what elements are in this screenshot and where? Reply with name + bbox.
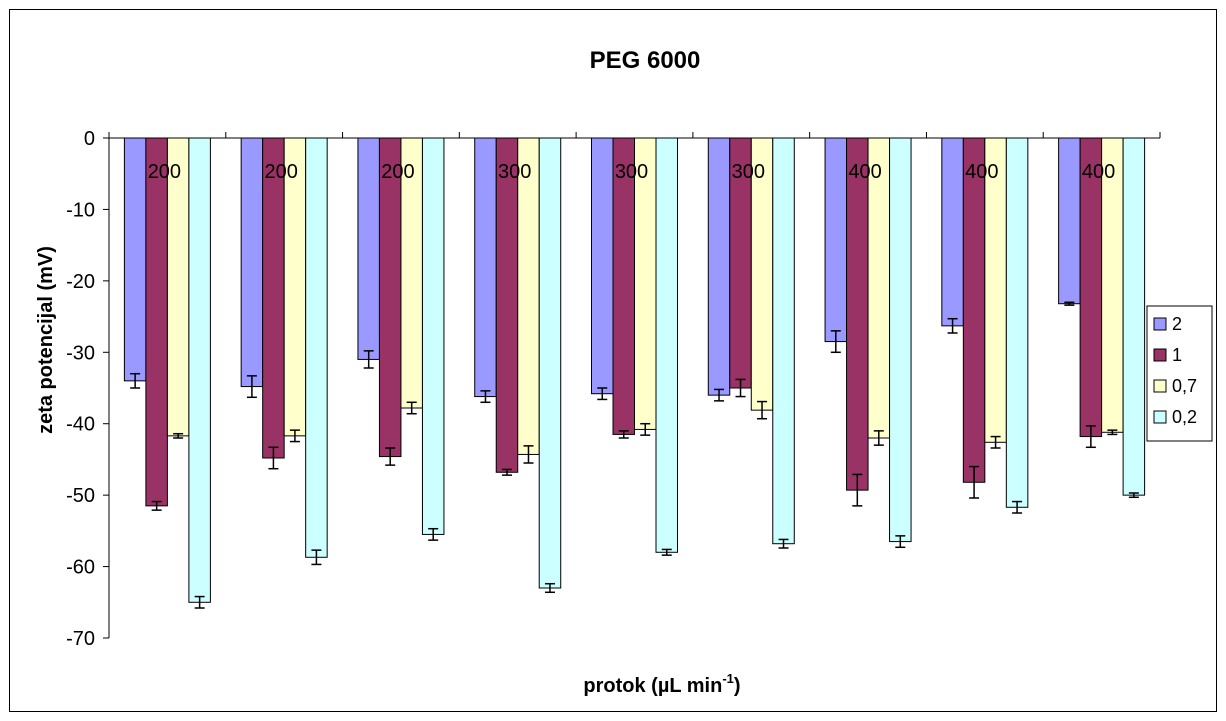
x-axis-title-main: protok (µL min <box>583 675 722 697</box>
y-axis-title: zeta potencijal (mV) <box>35 246 57 434</box>
bar <box>123 137 147 382</box>
x-tick-label: 400 <box>848 161 881 183</box>
bar <box>357 137 380 360</box>
bar <box>772 137 795 545</box>
x-tick-label: 300 <box>615 161 648 183</box>
y-tick-label: -40 <box>66 414 95 436</box>
bar <box>305 137 328 558</box>
y-tick-label: -30 <box>66 342 95 364</box>
x-tick-label: 200 <box>148 161 181 183</box>
bar <box>941 137 964 327</box>
y-tick-label: 0 <box>84 128 95 150</box>
legend-label: 0,7 <box>1172 376 1197 396</box>
bar <box>145 137 168 507</box>
bar <box>1058 137 1081 305</box>
bar <box>538 137 562 589</box>
bar <box>188 137 211 603</box>
bar <box>707 137 731 396</box>
legend-swatch <box>1153 348 1167 362</box>
bar <box>240 137 264 388</box>
x-axis-title-end: ) <box>734 675 741 697</box>
y-tick-label: -10 <box>66 199 95 221</box>
bar <box>846 137 869 491</box>
y-tick-label: -20 <box>66 271 95 293</box>
bar <box>1122 137 1146 496</box>
legend-swatch <box>1153 317 1167 331</box>
legend-label: 0,2 <box>1172 407 1197 427</box>
y-tick-label: -70 <box>66 628 95 650</box>
bar <box>474 137 497 398</box>
bar <box>591 137 614 395</box>
bar-chart: PEG 6000 0 -10 -20 -30 -40 -50 -60 -70 200 200 200… <box>35 47 1213 697</box>
x-axis-title-sup: -1 <box>722 671 734 686</box>
bar <box>495 137 519 473</box>
x-tick-label: 300 <box>732 161 765 183</box>
bar <box>517 137 540 455</box>
legend-label: 1 <box>1172 345 1182 365</box>
x-tick-label: 400 <box>965 161 998 183</box>
bar <box>867 137 891 439</box>
legend-swatch <box>1153 410 1167 424</box>
legend-label: 2 <box>1172 314 1182 334</box>
bar <box>421 137 445 535</box>
x-tick-label: 400 <box>1082 161 1115 183</box>
bar <box>889 137 912 543</box>
y-tick-label: -60 <box>66 557 95 579</box>
bar <box>824 137 848 343</box>
chart-title: PEG 6000 <box>590 47 701 74</box>
bar <box>984 137 1007 443</box>
y-tick-label: -50 <box>66 485 95 507</box>
legend-swatch <box>1153 379 1167 393</box>
plot-area: 0 -10 -20 -30 -40 -50 -60 -70 200 200 200 300 300 300… <box>66 128 1161 650</box>
legend: 2 1 0,7 0,2 <box>1146 305 1213 442</box>
bar <box>962 137 986 483</box>
bar <box>1005 137 1029 508</box>
chart-frame: PEG 6000 0 -10 -20 -30 -40 -50 -60 -70 200 200 200… <box>9 9 1217 712</box>
x-tick-label: 200 <box>264 161 297 183</box>
bar <box>655 137 678 553</box>
bar <box>378 137 402 458</box>
bar <box>262 137 285 459</box>
x-tick-label: 300 <box>498 161 531 183</box>
x-axis-title: protok (µL min-1) <box>583 671 740 697</box>
x-tick-label: 200 <box>381 161 414 183</box>
